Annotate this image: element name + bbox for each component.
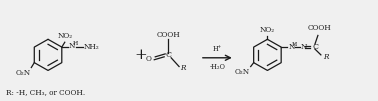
Text: +: + [134, 48, 147, 62]
Text: R: R [323, 53, 328, 61]
Text: H: H [291, 42, 297, 47]
Text: R: -H, CH₃, or COOH.: R: -H, CH₃, or COOH. [6, 88, 85, 96]
Text: R: R [180, 64, 186, 72]
Text: N: N [301, 43, 307, 51]
Text: O₂N: O₂N [235, 68, 250, 76]
Text: N: N [69, 42, 75, 50]
Text: NH₂: NH₂ [84, 43, 99, 51]
Text: H: H [72, 41, 77, 46]
Text: O₂N: O₂N [15, 69, 30, 77]
Text: N: N [288, 43, 294, 51]
Text: COOH: COOH [308, 24, 332, 32]
Text: -H₂O: -H₂O [209, 63, 225, 71]
Text: COOH: COOH [156, 31, 180, 39]
Text: C: C [165, 51, 171, 59]
Text: O: O [146, 55, 151, 63]
Text: NO₂: NO₂ [260, 26, 275, 34]
Text: C: C [313, 43, 319, 51]
Text: H⁺: H⁺ [213, 45, 222, 53]
Text: NO₂: NO₂ [57, 32, 72, 40]
